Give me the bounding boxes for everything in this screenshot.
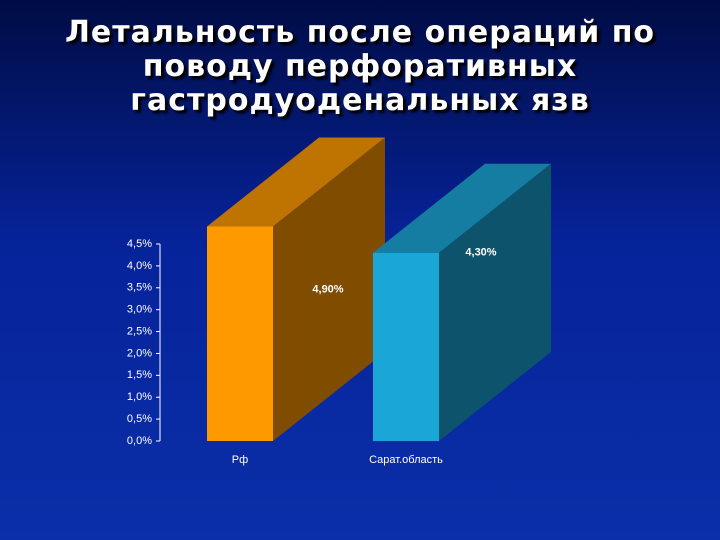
y-tick-label: 0,0% xyxy=(127,435,152,447)
y-tick-label: 0,5% xyxy=(127,413,152,425)
value-label: 4,90% xyxy=(312,283,343,295)
y-tick-label: 1,0% xyxy=(127,391,152,403)
y-tick-label: 4,0% xyxy=(127,260,152,272)
y-tick-label: 4,5% xyxy=(127,238,152,250)
x-tick-label: Сарат.область xyxy=(369,454,443,466)
value-label: 4,30% xyxy=(465,247,496,259)
bar xyxy=(207,226,273,441)
bar-top xyxy=(207,137,385,227)
y-tick-label: 1,5% xyxy=(127,369,152,381)
bar-top xyxy=(373,163,551,253)
bar-side xyxy=(273,137,385,441)
x-tick-label: Рф xyxy=(232,454,248,466)
y-tick-label: 2,5% xyxy=(127,325,152,337)
bar xyxy=(373,252,439,441)
chart-title: Летальность после операций по поводу пер… xyxy=(64,15,656,118)
bar-side xyxy=(439,163,551,441)
y-tick-label: 2,0% xyxy=(127,347,152,359)
y-tick-label: 3,0% xyxy=(127,304,152,316)
y-tick-label: 3,5% xyxy=(127,282,152,294)
